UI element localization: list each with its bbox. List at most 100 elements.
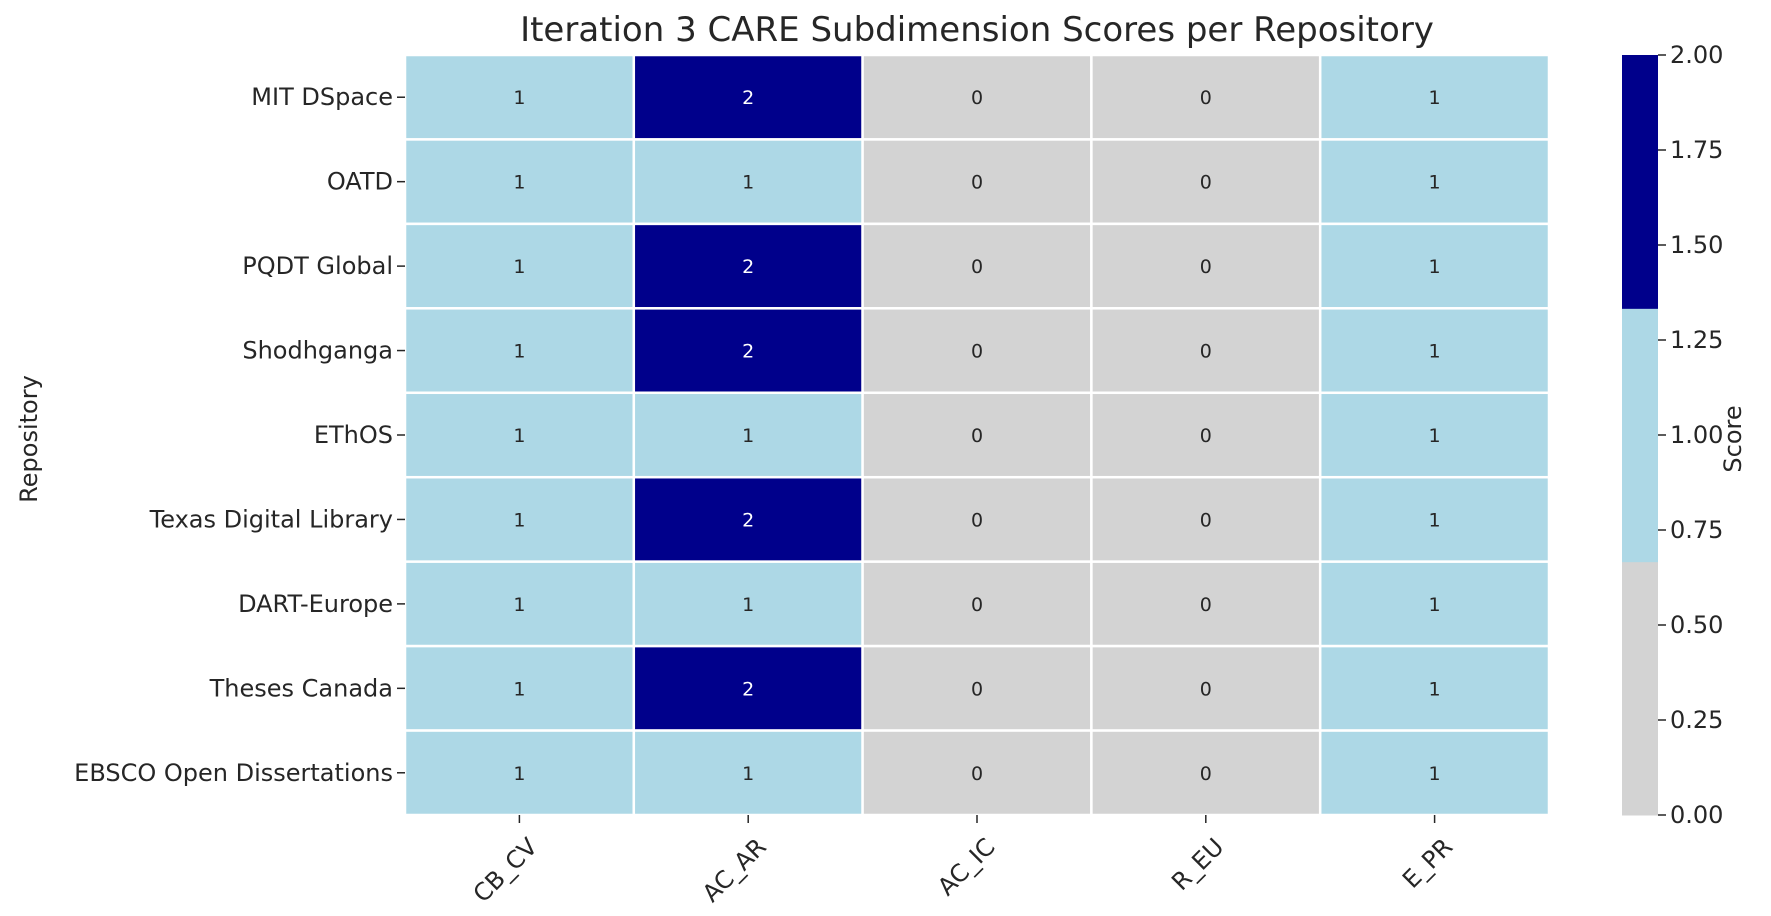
column-label: CB_CV [468,832,544,908]
heatmap-cell [1318,475,1551,563]
cell-value-label: 0 [1200,172,1212,194]
heatmap-cell [1318,729,1551,817]
cell-value-label: 1 [1429,678,1441,700]
colorbar-tick-label: 0.25 [1670,706,1723,734]
cell-value-label: 1 [1429,594,1441,616]
cell-value-label: 1 [1429,87,1441,109]
row-label: PQDT Global [242,252,393,280]
heatmap-cell [632,644,864,732]
heatmap-cell [632,53,864,141]
column-label: R_EU [1166,833,1229,896]
cell-value-label: 1 [1429,425,1441,447]
heatmap-cell [632,475,864,563]
cell-value-label: 1 [1429,341,1441,363]
cell-value-label: 0 [971,341,983,363]
heatmap-cell [1318,644,1551,732]
column-labels: CB_CV AC_AR AC_IC R_EU E_PR [468,815,1458,908]
cell-value-label: 2 [742,256,754,278]
heatmap-cell [632,222,864,310]
cell-value-label: 1 [513,172,525,194]
colorbar-tick-label: 1.50 [1670,231,1723,259]
cell-value-label: 1 [742,172,754,194]
heatmap-cell [861,307,1093,395]
cell-value-label: 2 [742,87,754,109]
heatmap-cell [632,391,864,479]
cell-value-label: 0 [1200,763,1212,785]
colorbar-tick-label: 1.25 [1670,326,1723,354]
cell-value-label: 2 [742,509,754,531]
colorbar: 0.00 0.25 0.50 0.75 1.00 1.25 1.50 1.75 2.00 [1622,41,1723,829]
row-labels: MIT DSpace OATD PQDT Global Shodhganga EThOS… [74,83,405,787]
heatmap-cell [861,475,1093,563]
row-label: OATD [327,168,393,196]
cell-value-label: 1 [1429,256,1441,278]
row-label: Theses Canada [209,674,393,702]
column-label: AC_IC [932,833,1000,901]
heatmap-cell [1090,222,1322,310]
cell-value-label: 1 [513,678,525,700]
cell-value-label: 1 [1429,509,1441,531]
cell-value-label: 0 [1200,87,1212,109]
row-label: EBSCO Open Dissertations [74,759,393,787]
cell-value-label: 1 [513,594,525,616]
colorbar-segment [1622,308,1658,563]
colorbar-segment [1622,561,1658,816]
cell-value-label: 1 [1429,172,1441,194]
column-label: E_PR [1397,833,1458,894]
row-label: Texas Digital Library [149,505,393,533]
cell-value-label: 0 [971,256,983,278]
row-label: Shodhganga [242,337,393,365]
cell-value-label: 0 [1200,256,1212,278]
row-label: MIT DSpace [251,83,393,111]
colorbar-tick-label: 0.50 [1670,611,1723,639]
heatmap-cell [403,644,636,732]
cell-value-label: 1 [513,341,525,363]
heatmap-cell [1090,644,1322,732]
cell-value-label: 0 [971,509,983,531]
cell-value-label: 1 [513,509,525,531]
cell-value-label: 1 [742,425,754,447]
column-label: AC_AR [697,833,772,908]
cell-value-label: 0 [1200,509,1212,531]
heatmap-cell [861,729,1093,817]
row-label: EThOS [314,421,393,449]
cell-value-label: 1 [742,763,754,785]
cell-value-label: 2 [742,678,754,700]
chart-title: Iteration 3 CARE Subdimension Scores per… [520,10,1434,50]
cell-value-label: 1 [742,594,754,616]
colorbar-segment [1622,55,1658,309]
heatmap-cell [403,391,636,479]
colorbar-tick-label: 2.00 [1670,41,1723,69]
heatmap-cell [632,307,864,395]
colorbar-tick-label: 0.00 [1670,801,1723,829]
heatmap-cell [1318,307,1551,395]
cell-value-label: 0 [1200,341,1212,363]
heatmap-cell [861,53,1093,141]
colorbar-tick-label: 1.00 [1670,421,1723,449]
colorbar-tick-label: 1.75 [1670,136,1723,164]
y-axis-title: Repository [15,375,43,503]
cell-value-label: 1 [513,763,525,785]
cell-value-label: 0 [971,594,983,616]
heatmap-cell [1090,475,1322,563]
colorbar-tick-label: 0.75 [1670,516,1723,544]
cell-value-label: 0 [971,172,983,194]
cell-value-label: 0 [1200,425,1212,447]
heatmap-cell [403,560,636,648]
cell-value-label: 1 [513,256,525,278]
cell-value-label: 0 [1200,678,1212,700]
cell-value-label: 0 [1200,594,1212,616]
row-label: DART-Europe [238,590,393,618]
heatmap-cell [1090,307,1322,395]
cell-value-label: 1 [513,87,525,109]
cell-value-label: 0 [971,763,983,785]
heatmap-cell [1318,138,1551,226]
heatmap-cell [861,391,1093,479]
cell-value-label: 0 [971,425,983,447]
cell-value-label: 0 [971,678,983,700]
cell-value-label: 0 [971,87,983,109]
heatmap-cell [403,53,636,141]
cell-value-label: 1 [513,425,525,447]
colorbar-title: Score [1719,405,1747,472]
